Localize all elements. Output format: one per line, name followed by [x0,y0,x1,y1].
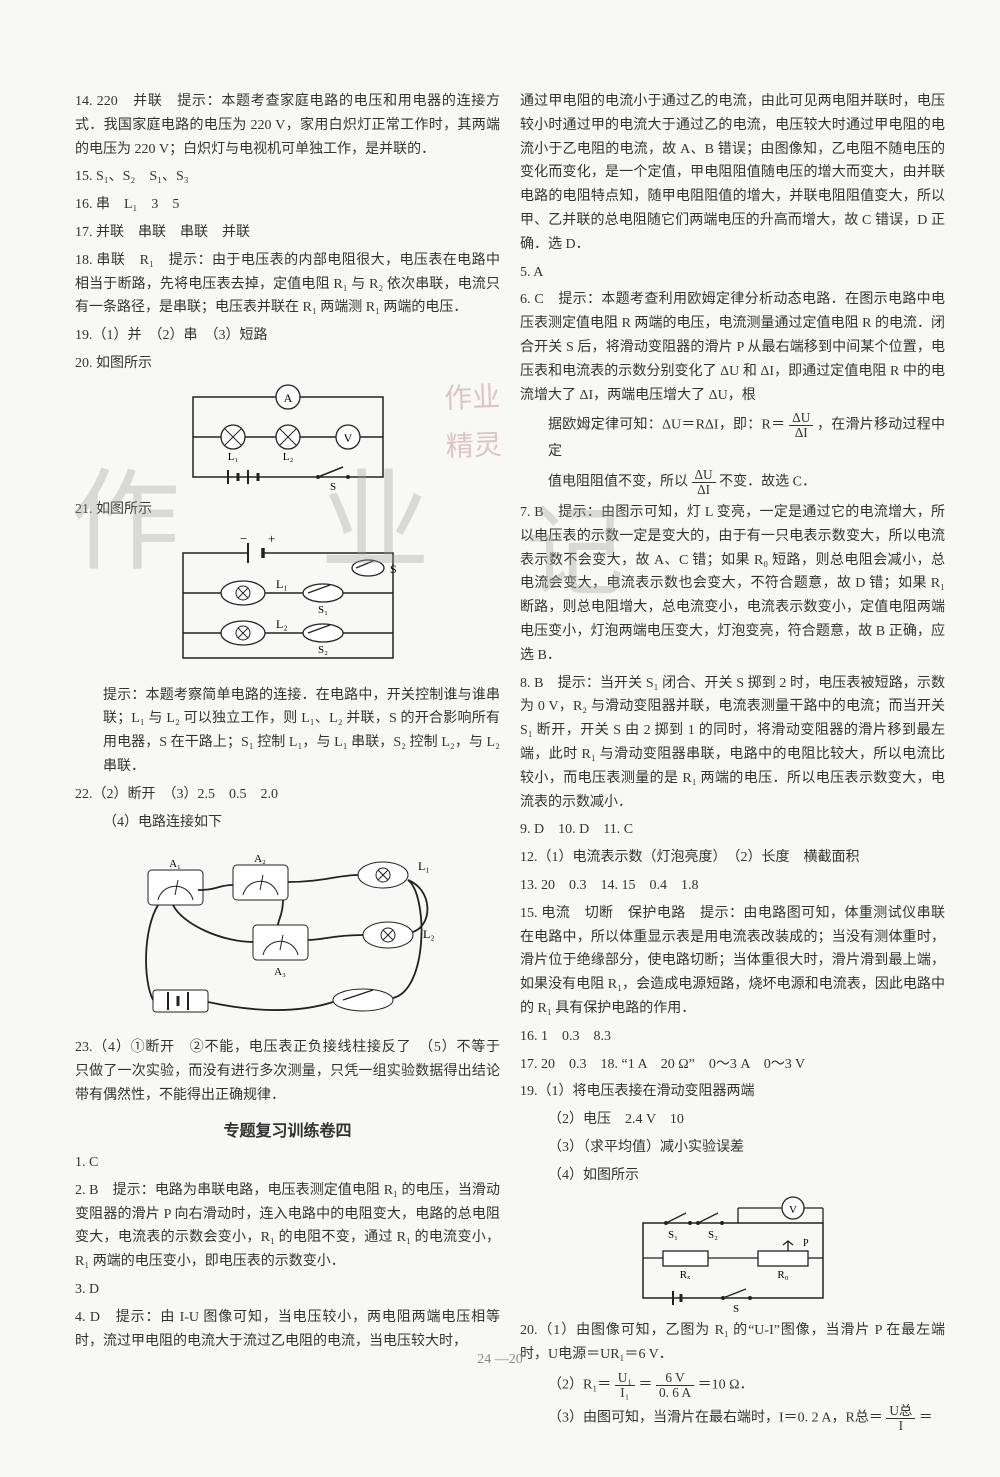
svg-text:V: V [789,1204,797,1216]
s4-19c: （3）（求平均值）减小实验误差 [520,1136,945,1160]
svg-text:L₁: L₁ [418,859,430,873]
svg-text:L₂: L₂ [276,617,288,631]
figure-q22: A₁ A₂ L₁ A₃ L₂ [75,840,500,1030]
svg-text:L₁: L₁ [276,577,288,591]
answer-19: 19.（1）并 （2）串 （3）短路 [75,324,500,348]
svg-text:L₁: L₁ [227,451,238,463]
s4-13-14: 13. 20 0.3 14. 15 0.4 1.8 [520,874,945,898]
answer-21: 21. 如图所示 [75,498,500,522]
figure-q19: V S₁ S₂ Rₓ P [520,1193,945,1313]
fraction-dU-dI: ΔU ΔI [789,411,813,440]
page-body: 14. 220 并联 提示：本题考查家庭电路的电压和用电器的连接方式．我国家庭电… [0,0,1000,1477]
answer-20: 20. 如图所示 [75,352,500,376]
right-column: 通过甲电阻的电流小于通过乙的电流，由此可见两电阻并联时，电压较小时通过甲的电流大… [520,90,945,1437]
svg-text:+: + [268,531,275,546]
s4-8: 8. B 提示：当开关 S₁ 闭合、开关 S 掷到 2 时，电压表被短路，示数为… [520,672,945,815]
fraction-U1-I1: U₁ I₁ [615,1371,635,1400]
s4-6a: 6. C 提示：本题考查利用欧姆定律分析动态电路．在图示电路中电压表测定值电阻 … [520,288,945,407]
s4-20c: （3）由图可知，当滑片在最右端时，I＝0. 2 A，R总＝ U总 I ＝ [520,1404,945,1433]
answer-22a: 22.（2）断开 （3）2.5 0.5 2.0 [75,783,500,807]
page-number: 24 —20 [0,1348,1000,1372]
fraction-Uz-I: U总 I [886,1404,915,1433]
svg-text:S: S [329,481,335,492]
s4-2: 2. B 提示：电路为串联电路，电压表测定值电阻 R₁ 的电压，当滑动变阻器的滑… [75,1179,500,1274]
answer-14: 14. 220 并联 提示：本题考查家庭电路的电压和用电器的连接方式．我国家庭电… [75,90,500,161]
s4-9-11: 9. D 10. D 11. C [520,818,945,842]
answer-16: 16. 串 L₁ 3 5 [75,193,500,217]
answer-21-hint: 提示：本题考察简单电路的连接．在电路中，开关控制谁与谁串联；L₁ 与 L₂ 可以… [75,684,500,779]
fraction-6V-06A: 6 V 0. 6 A [656,1371,694,1400]
svg-text:S: S [732,1303,738,1313]
s4-3: 3. D [75,1278,500,1302]
s4-6c: 值电阻阻值不变，所以 ΔU ΔI 不变．故选 C． [520,468,945,497]
s4-17-18: 17. 20 0.3 18. “1 A 20 Ω” 0～3 A 0～3 V [520,1053,945,1077]
svg-text:Rₓ: Rₓ [679,1269,690,1281]
s4-4-cont: 通过甲电阻的电流小于通过乙的电流，由此可见两电阻并联时，电压较小时通过甲的电流大… [520,90,945,257]
svg-text:A₃: A₃ [274,966,286,978]
s4-19d: （4）如图所示 [520,1164,945,1188]
s4-19b: （2）电压 2.4 V 10 [520,1108,945,1132]
svg-text:R₀: R₀ [777,1269,788,1281]
s4-7: 7. B 提示：由图示可知，灯 L 变亮，一定是通过它的电流增大，所以电压表的示… [520,501,945,668]
section-title: 专题复习训练卷四 [75,1118,500,1145]
s4-12: 12.（1）电流表示数（灯泡亮度） （2）长度 横截面积 [520,846,945,870]
circuit-20-svg: A L₁ L₂ V S [178,382,398,492]
s4-6b: 据欧姆定律可知：ΔU＝RΔI，即：R＝ ΔU ΔI ，在滑片移动过程中定 [520,411,945,464]
figure-q20: A L₁ L₂ V S [75,382,500,492]
answer-22b: （4）电路连接如下 [75,811,500,835]
s4-19a: 19.（1）将电压表接在滑动变阻器两端 [520,1080,945,1104]
svg-text:S₁: S₁ [668,1229,678,1241]
left-column: 14. 220 并联 提示：本题考查家庭电路的电压和用电器的连接方式．我国家庭电… [75,90,500,1437]
svg-text:S: S [390,562,397,576]
fraction-dU-dI-2: ΔU ΔI [692,468,716,497]
svg-text:−: − [240,531,247,546]
svg-text:L₂: L₂ [282,451,293,463]
answer-15: 15. S₁、S₂ S₁、S₃ [75,165,500,189]
svg-text:A₁: A₁ [169,858,181,870]
svg-text:S₂: S₂ [708,1229,718,1241]
circuit-19-svg: V S₁ S₂ Rₓ P [628,1193,838,1313]
s4-1: 1. C [75,1151,500,1175]
answer-17: 17. 并联 串联 串联 并联 [75,221,500,245]
svg-text:S₂: S₂ [318,644,328,656]
s4-5: 5. A [520,261,945,285]
circuit-21-svg: − + L₁ S₁ L₂ S₂ [158,528,418,678]
svg-text:L₂: L₂ [423,927,435,941]
svg-text:V: V [343,431,352,445]
circuit-22-svg: A₁ A₂ L₁ A₃ L₂ [128,840,448,1030]
s4-16: 16. 1 0.3 8.3 [520,1025,945,1049]
answer-23: 23.（4）①断开 ②不能，电压表正负接线柱接反了 （5）不等于 只做了一次实验… [75,1036,500,1107]
answer-18: 18. 串联 R₁ 提示：由于电压表的内部电阻很大，电压表在电路中相当于断路，先… [75,249,500,320]
svg-text:A: A [283,391,292,405]
svg-text:A₂: A₂ [254,853,266,865]
figure-q21: − + L₁ S₁ L₂ S₂ [75,528,500,678]
s4-4: 4. D 提示：由 I-U 图像可知，当电压较小，两电阻两端电压相等时，流过甲电… [75,1306,500,1354]
s4-15: 15. 电流 切断 保护电路 提示：由电路图可知，体重测试仪串联在电路中，所以体… [520,902,945,1021]
s4-20b: （2）R₁＝ U₁ I₁ ＝ 6 V 0. 6 A ＝10 Ω． [520,1371,945,1400]
svg-text:P: P [803,1238,809,1249]
svg-text:S₁: S₁ [318,604,328,616]
